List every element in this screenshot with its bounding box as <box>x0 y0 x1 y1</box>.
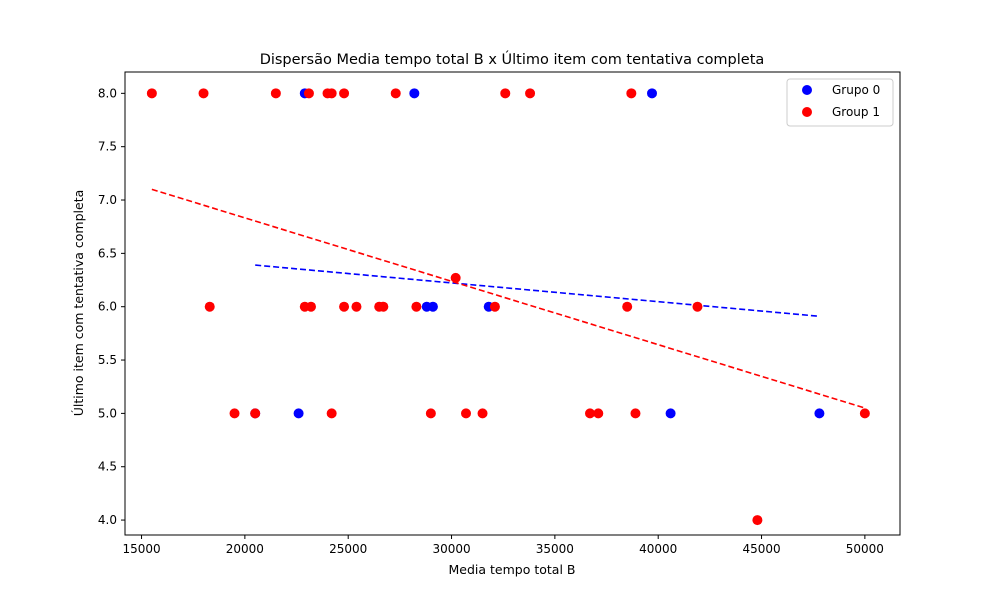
data-point-series-1 <box>425 408 436 419</box>
y-tick-label: 8.0 <box>98 86 117 100</box>
y-tick-label: 4.0 <box>98 513 117 527</box>
data-point-series-1 <box>525 88 536 99</box>
x-tick-label: 25000 <box>329 542 367 556</box>
plot-frame <box>124 71 901 536</box>
legend: Grupo 0 Group 1 <box>786 78 894 127</box>
data-point-series-1 <box>250 408 261 419</box>
data-point-series-1 <box>585 408 595 419</box>
data-point-series-1 <box>450 272 461 283</box>
legend-label-grupo-0: Grupo 0 <box>832 83 880 97</box>
legend-marker-grupo-0 <box>802 85 812 95</box>
y-tick-label: 4.5 <box>98 460 117 474</box>
y-tick-label: 7.5 <box>98 140 117 154</box>
legend-marker-group-1 <box>802 107 812 117</box>
trend-lines <box>151 188 866 409</box>
data-points <box>146 88 870 526</box>
data-point-series-1 <box>630 408 641 419</box>
data-point-series-1 <box>198 88 209 99</box>
data-point-series-0 <box>814 408 825 419</box>
data-point-series-1 <box>411 301 422 312</box>
data-point-series-0 <box>665 408 676 419</box>
data-point-series-1 <box>306 301 316 312</box>
data-point-series-1 <box>351 301 362 312</box>
data-point-series-1 <box>752 515 763 526</box>
data-point-series-1 <box>326 88 337 99</box>
data-point-series-1 <box>477 408 488 419</box>
data-point-series-1 <box>229 408 240 419</box>
y-axis-label: Último item com tentativa completa <box>71 190 86 417</box>
legend-label-group-1: Group 1 <box>832 105 880 119</box>
x-tick-label: 45000 <box>742 542 780 556</box>
y-tick-label: 7.0 <box>98 193 117 207</box>
y-axis-ticks: 4.0 4.5 5.0 5.5 6.0 6.5 7.0 7.5 8.0 <box>98 86 125 527</box>
legend-box <box>786 78 894 127</box>
data-point-series-1 <box>339 301 350 312</box>
chart-title: Dispersão Media tempo total B x Último i… <box>260 50 765 68</box>
data-point-series-1 <box>489 301 500 312</box>
data-point-series-1 <box>626 88 637 99</box>
x-tick-label: 40000 <box>639 542 677 556</box>
data-point-series-1 <box>303 88 314 99</box>
data-point-series-1 <box>378 301 389 312</box>
data-point-series-1 <box>326 408 337 419</box>
x-tick-label: 20000 <box>226 542 264 556</box>
data-point-series-1 <box>146 88 157 99</box>
data-point-series-1 <box>390 88 401 99</box>
data-point-series-1 <box>339 88 350 99</box>
x-tick-label: 15000 <box>122 542 160 556</box>
data-point-series-1 <box>461 408 471 419</box>
data-point-series-0 <box>647 88 657 99</box>
x-tick-label: 50000 <box>846 542 884 556</box>
plot-area <box>124 71 901 536</box>
y-tick-label: 5.0 <box>98 406 117 420</box>
y-tick-label: 5.5 <box>98 353 117 367</box>
data-point-series-0 <box>409 88 420 99</box>
x-tick-label: 35000 <box>536 542 574 556</box>
data-point-series-1 <box>692 301 703 312</box>
data-point-series-1 <box>204 301 215 312</box>
data-point-series-1 <box>859 408 870 419</box>
x-tick-label: 30000 <box>432 542 470 556</box>
data-point-series-1 <box>500 88 511 99</box>
x-axis-label: Media tempo total B <box>449 562 576 577</box>
data-point-series-1 <box>270 88 281 99</box>
y-tick-label: 6.5 <box>98 246 117 260</box>
data-point-series-0 <box>427 301 438 312</box>
y-tick-label: 6.0 <box>98 300 117 314</box>
data-point-series-1 <box>622 301 633 312</box>
data-point-series-1 <box>593 408 604 419</box>
x-axis-ticks: 15000 20000 25000 30000 35000 40000 45000 50000 <box>122 535 884 556</box>
trend-line-series-1 <box>151 188 866 409</box>
data-point-series-0 <box>293 408 304 419</box>
trend-line-series-0 <box>255 264 820 318</box>
